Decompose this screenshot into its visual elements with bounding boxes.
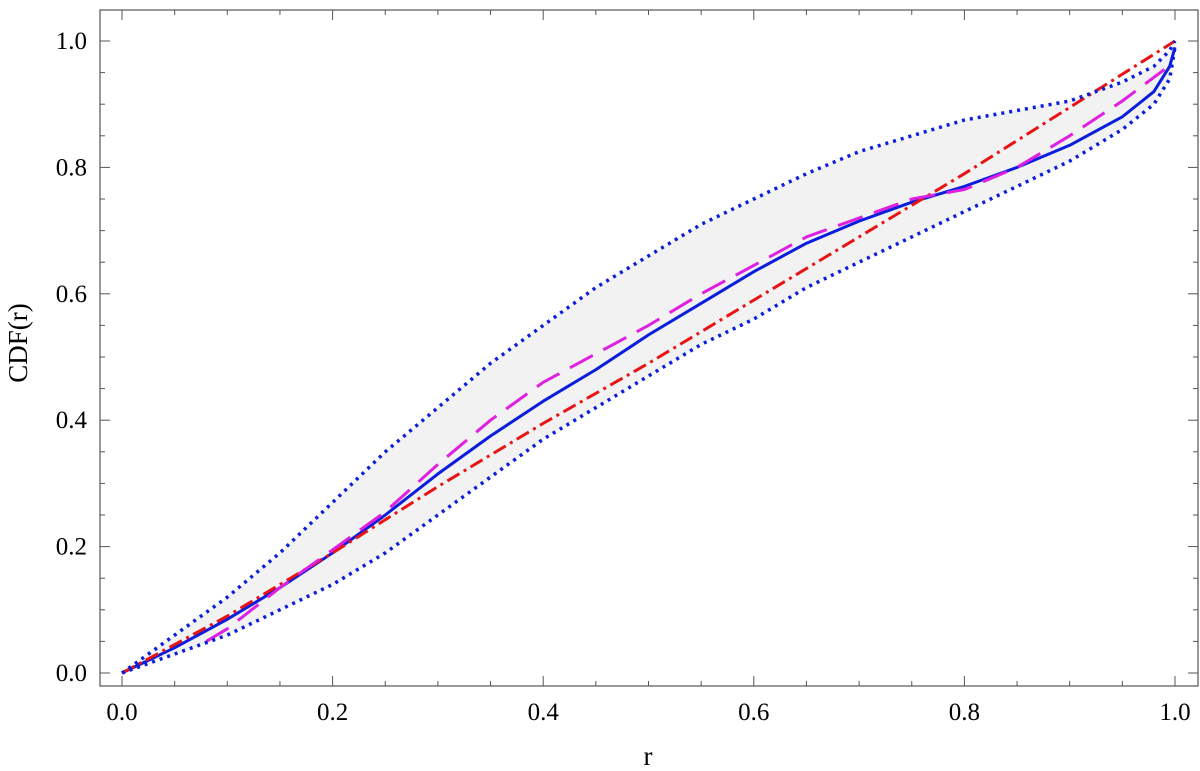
series-line-5	[121, 47, 1177, 675]
x-tick-label: 0.2	[317, 699, 348, 726]
y-tick-label: 0.4	[56, 407, 88, 434]
y-tick-label: 0.0	[56, 660, 87, 687]
x-tick-label: 0.0	[106, 699, 137, 726]
x-axis: 0.0 0.2 0.4 0.6 0.8 1.0	[106, 10, 1191, 726]
x-tick-label: 0.4	[528, 699, 560, 726]
x-tick-label: 1.0	[1159, 699, 1190, 726]
y-tick-label: 0.8	[56, 154, 87, 181]
y-tick-label: 1.0	[56, 28, 87, 55]
series-line-4	[120, 40, 1177, 675]
x-axis-title: r	[644, 741, 653, 771]
y-tick-label: 0.2	[56, 534, 87, 561]
series-layer	[120, 39, 1177, 675]
confidence-band	[122, 41, 1175, 673]
series-line-2	[121, 39, 1176, 675]
y-tick-label: 0.6	[56, 281, 87, 308]
plot-band-layer	[122, 41, 1175, 673]
y-axis-title: CDF(r)	[3, 303, 33, 383]
x-tick-label: 0.8	[949, 699, 980, 726]
series-line-3	[205, 68, 1166, 643]
x-tick-label: 0.6	[738, 699, 769, 726]
y-axis: 0.0 0.2 0.4 0.6 0.8 1.0	[56, 28, 1198, 687]
